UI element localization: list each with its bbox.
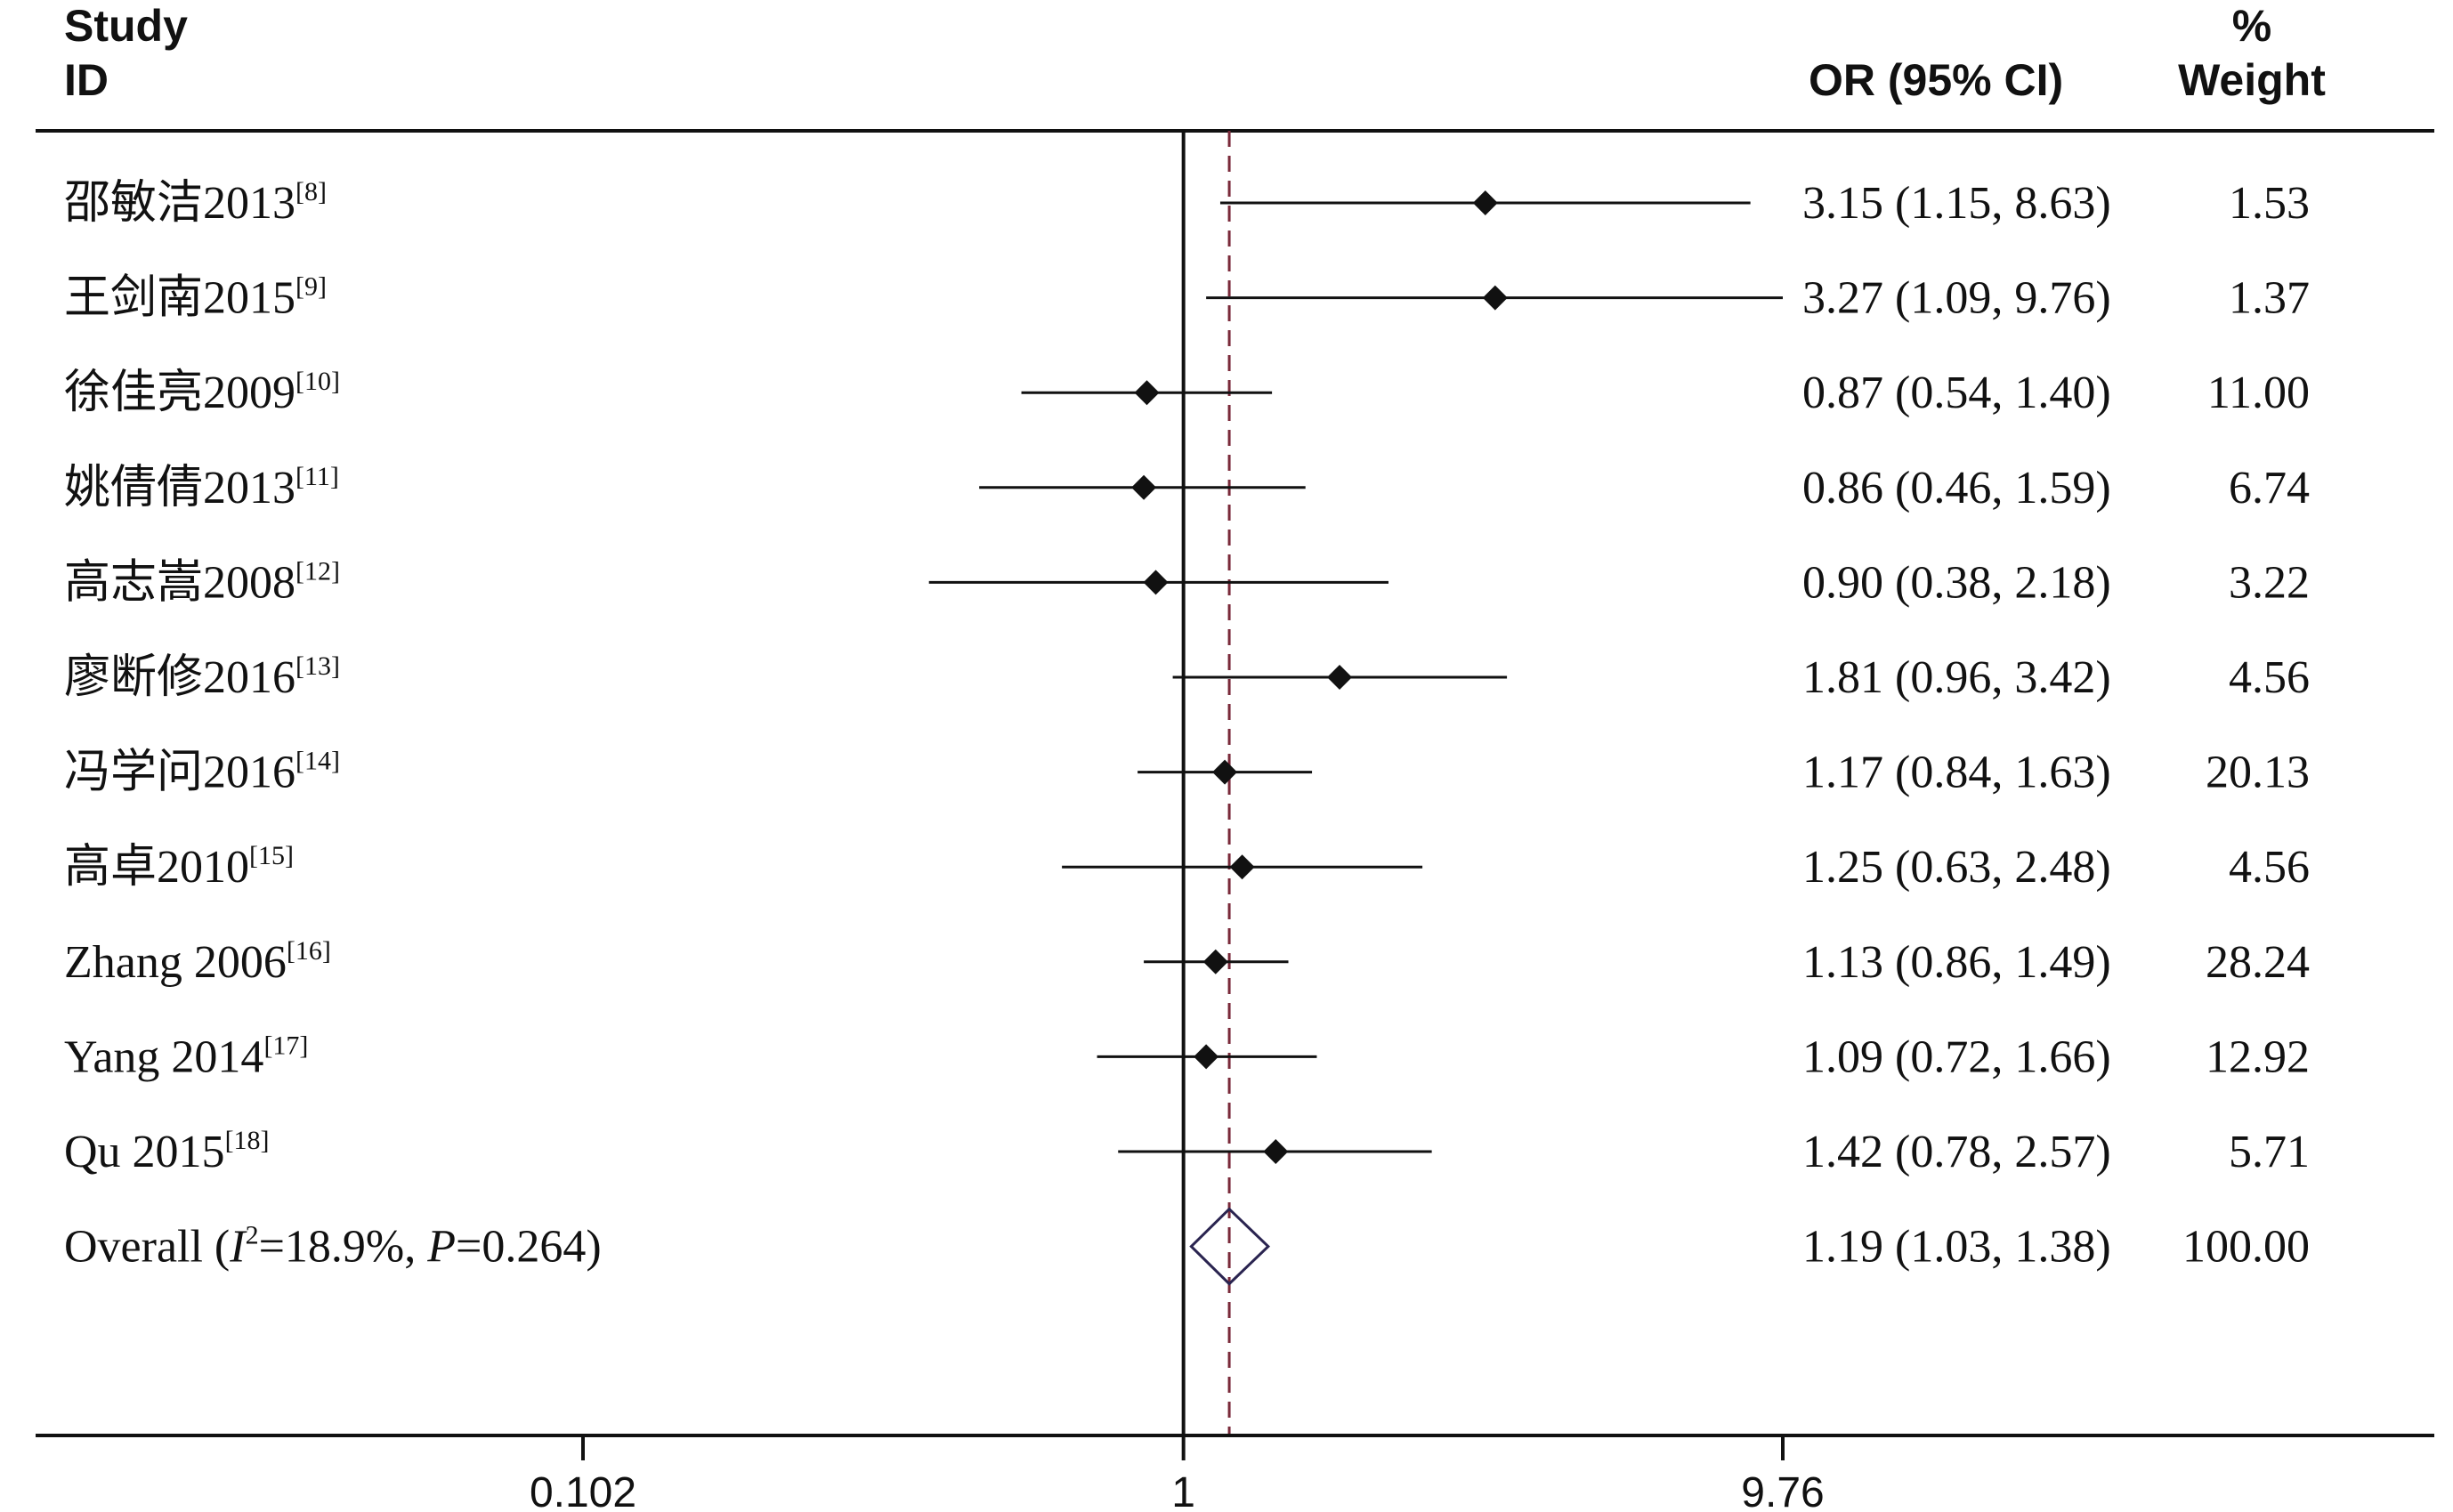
weight-value: 11.00 [2207,368,2310,418]
study-row: 高卓2010[15] 1.25 (0.63, 2.48) 4.56 [64,841,2310,893]
point-estimate [1482,285,1508,311]
overall-diamond [1189,1207,1271,1286]
study-label: 廖断修2016[13] [64,651,340,703]
or-ci-value: 3.15 (1.15, 8.63) [1802,178,2111,229]
study-row: 王剑南2015[9] 3.27 (1.09, 9.76) 1.37 [64,272,2310,324]
weight-value: 4.56 [2229,842,2310,893]
point-estimate [1131,474,1157,500]
study-label: 高志嵩2008[12] [64,556,340,608]
x-tick-label: 0.102 [530,1469,636,1512]
study-label: 姚倩倩2013[11] [64,462,339,513]
weight-value: 6.74 [2229,463,2310,513]
study-row: 徐佳亮2009[10] 0.87 (0.54, 1.40) 11.00 [64,367,2310,418]
weight-value: 20.13 [2206,748,2310,798]
point-estimate [1263,1139,1289,1164]
or-ci-value: 0.86 (0.46, 1.59) [1802,463,2111,513]
or-ci-value: 3.27 (1.09, 9.76) [1802,273,2111,324]
study-label: Yang 2014[17] [64,1031,308,1082]
weight-value: 28.24 [2206,937,2310,988]
study-label: 冯学问2016[14] [64,747,340,798]
study-label: Zhang 2006[16] [64,936,331,988]
point-estimate [1212,759,1238,785]
study-header: Study [64,1,188,51]
weight-value: 4.56 [2229,652,2310,703]
study-label: 徐佳亮2009[10] [64,367,340,418]
or-ci-value: 1.09 (0.72, 1.66) [1802,1031,2111,1082]
weight-value: 1.53 [2229,178,2310,229]
or-ci-value: 1.81 (0.96, 3.42) [1802,652,2111,703]
overall-row: Overall (I2=18.9%, P=0.264) 1.19 (1.03, 1… [64,1207,2310,1286]
study-row: 冯学问2016[14] 1.17 (0.84, 1.63) 20.13 [64,747,2310,798]
or-ci-value: 1.13 (0.86, 1.49) [1802,937,2111,988]
or-ci-value: 1.25 (0.63, 2.48) [1802,842,2111,893]
study-label: 邵敏洁2013[8] [64,177,327,229]
study-row: 高志嵩2008[12] 0.90 (0.38, 2.18) 3.22 [64,556,2310,608]
x-tick-label: 9.76 [1741,1469,1824,1512]
weight-value: 12.92 [2206,1031,2310,1082]
study-row: Qu 2015[18] 1.42 (0.78, 2.57) 5.71 [64,1126,2310,1177]
point-estimate [1134,380,1160,406]
study-row: 邵敏洁2013[8] 3.15 (1.15, 8.63) 1.53 [64,177,2310,229]
or-ci-value: 0.90 (0.38, 2.18) [1802,557,2111,608]
overall-or-ci-value: 1.19 (1.03, 1.38) [1802,1222,2111,1273]
study-row: Yang 2014[17] 1.09 (0.72, 1.66) 12.92 [64,1031,2310,1082]
x-tick-label: 1 [1171,1469,1195,1512]
weight-value: 3.22 [2229,557,2310,608]
id-header: ID [64,55,109,105]
study-row: 姚倩倩2013[11] 0.86 (0.46, 1.59) 6.74 [64,462,2310,513]
or-ci-value: 1.17 (0.84, 1.63) [1802,748,2111,798]
weight-value: 1.37 [2229,273,2310,324]
study-row: 廖断修2016[13] 1.81 (0.96, 3.42) 4.56 [64,651,2310,703]
study-label: 王剑南2015[9] [64,272,327,324]
point-estimate [1472,190,1498,215]
point-estimate [1202,949,1228,974]
point-estimate [1194,1044,1219,1070]
overall-weight-value: 100.00 [2182,1222,2310,1273]
study-label: 高卓2010[15] [64,841,294,893]
overall-label: Overall (I2=18.9%, P=0.264) [64,1221,602,1273]
point-estimate [1229,854,1255,880]
percent-header: % [2232,1,2271,51]
or-ci-value: 1.42 (0.78, 2.57) [1802,1127,2111,1177]
study-row: Zhang 2006[16] 1.13 (0.86, 1.49) 28.24 [64,936,2310,988]
study-label: Qu 2015[18] [64,1126,270,1177]
point-estimate [1327,665,1353,690]
point-estimate [1143,570,1169,595]
or-ci-value: 0.87 (0.54, 1.40) [1802,368,2111,418]
weight-header: Weight [2178,55,2326,105]
weight-value: 5.71 [2229,1127,2310,1177]
or-ci-header: OR (95% CI) [1809,55,2063,105]
